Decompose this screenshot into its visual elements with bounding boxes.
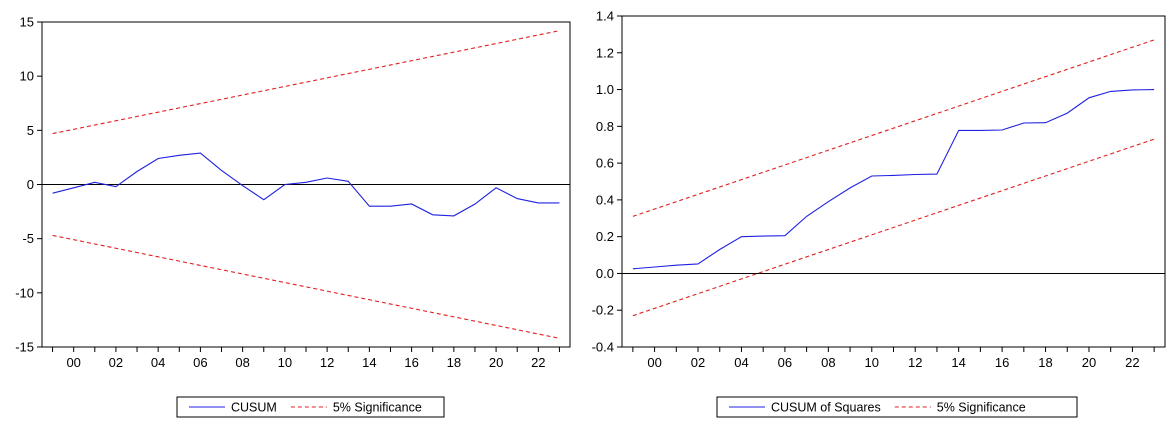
y-tick-label: 0.0: [596, 266, 614, 281]
x-tick-label: 04: [734, 355, 748, 370]
legend-label: CUSUM: [231, 401, 277, 415]
y-tick-label: 5: [27, 123, 34, 138]
x-tick-label: 02: [109, 355, 123, 370]
x-tick-label: 20: [489, 355, 503, 370]
y-tick-label: -15: [15, 340, 34, 355]
x-tick-label: 12: [908, 355, 922, 370]
y-tick-label: -0.4: [592, 340, 614, 355]
y-tick-label: 0.4: [596, 192, 614, 207]
y-tick-label: -10: [15, 285, 34, 300]
y-tick-label: 0: [27, 177, 34, 192]
chart-2: 1.4 1.2 1.0 0.8 0.6 0.4 0.2 0.0 -0.2 -0.4 00 02 04 06…: [592, 9, 1166, 418]
upper-significance-line: [632, 39, 1155, 217]
x-tick-label: 06: [778, 355, 792, 370]
series-line-cusum: [632, 89, 1155, 270]
y-tick-label: 10: [20, 69, 34, 84]
x-tick-label: 22: [531, 355, 545, 370]
y-tick-label: 1.0: [596, 82, 614, 97]
x-tick-label: 04: [151, 355, 165, 370]
x-tick-label: 12: [320, 355, 334, 370]
x-tick-label: 14: [362, 355, 376, 370]
x-tick-label: 18: [1038, 355, 1052, 370]
x-tick-label: 02: [691, 355, 705, 370]
y-tick-label: 0.6: [596, 156, 614, 171]
legend-box: [176, 396, 445, 418]
legend: CUSUM 5% Significance: [176, 396, 445, 418]
x-tick-label: 10: [865, 355, 879, 370]
x-tick-label: 14: [951, 355, 965, 370]
y-tick-label: 1.2: [596, 45, 614, 60]
x-tick-label: 16: [995, 355, 1009, 370]
y-tick-label: 15: [20, 15, 34, 30]
y-tick-label: -5: [22, 231, 34, 246]
y-tick-label: -0.2: [592, 303, 614, 318]
x-tick-label: 06: [193, 355, 207, 370]
lower-significance-line: [52, 234, 560, 339]
x-tick-label: 16: [404, 355, 418, 370]
x-tick-label: 08: [821, 355, 835, 370]
x-tick-label: 20: [1082, 355, 1096, 370]
lower-significance-line: [632, 138, 1155, 317]
legend: CUSUM of Squares 5% Significance: [716, 396, 1078, 418]
x-tick-label: 08: [235, 355, 249, 370]
x-tick-label: 00: [647, 355, 661, 370]
x-tick-label: 22: [1125, 355, 1139, 370]
upper-significance-line: [52, 30, 560, 135]
x-tick-label: 10: [278, 355, 292, 370]
y-tick-label: 0.8: [596, 119, 614, 134]
x-tick-label: 00: [66, 355, 80, 370]
y-tick-label: 1.4: [596, 9, 614, 24]
chart-1: 15 10 5 0 -5 -10 -15 00 02 04 06 08 10 12 14 16 18 20 22 CU…: [15, 15, 571, 418]
plot-frame: [621, 15, 1166, 348]
legend-label: 5% Significance: [333, 401, 422, 415]
legend-label: 5% Significance: [937, 401, 1026, 415]
series-line-cusum: [52, 152, 560, 217]
legend-label: CUSUM of Squares: [771, 401, 881, 415]
y-tick-label: 0.2: [596, 229, 614, 244]
x-tick-label: 18: [447, 355, 461, 370]
